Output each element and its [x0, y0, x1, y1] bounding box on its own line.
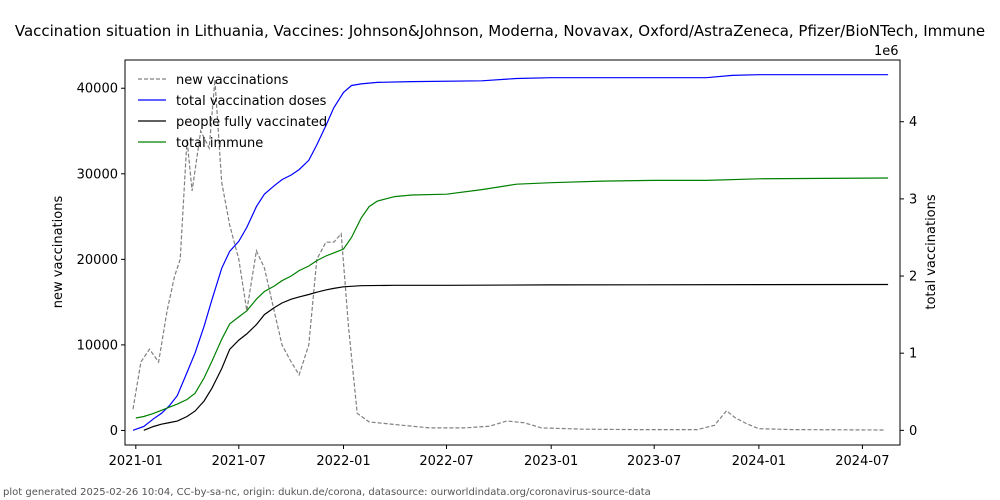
legend-label: people fully vaccinated: [176, 115, 327, 130]
y-left-tick-label: 20000: [77, 253, 118, 268]
legend: new vaccinations total vaccination doses p…: [138, 73, 327, 151]
y-left-axis-label: new vaccinations: [51, 196, 66, 309]
y-right-tick-label: 3: [909, 192, 917, 207]
y-right-offset-label: 1e6: [874, 44, 899, 59]
x-tick-label: 2022-07: [419, 454, 473, 469]
y-left-tick-label: 0: [110, 424, 118, 439]
x-tick-label: 2023-07: [627, 454, 681, 469]
series-line-total-vaccination-doses: [132, 74, 889, 431]
legend-label: new vaccinations: [176, 73, 289, 88]
y-right-axis-label: total vaccinations: [924, 194, 939, 310]
y-right-tick-label: 1: [909, 347, 917, 362]
x-tick-label: 2021-01: [109, 454, 163, 469]
x-tick-label: 2024-01: [732, 454, 786, 469]
y-left-tick-label: 30000: [77, 167, 118, 182]
footer-credits: plot generated 2025-02-26 10:04, CC-by-s…: [3, 487, 651, 498]
series-layer: [132, 74, 889, 431]
y-right-tick-label: 2: [909, 270, 917, 285]
legend-label: total vaccination doses: [176, 94, 327, 109]
chart-title: Vaccination situation in Lithuania, Vacc…: [15, 22, 985, 40]
axes-layer: 2021-01 2021-07 2022-01 2022-07 2023-01 2023-…: [77, 82, 918, 469]
y-left-tick-label: 10000: [77, 338, 118, 353]
y-left-tick-label: 40000: [77, 82, 118, 97]
series-line-new-vaccinations: [132, 79, 886, 431]
x-tick-label: 2021-07: [212, 454, 266, 469]
plot-frame: [124, 59, 901, 446]
legend-label: total immune: [176, 136, 263, 151]
series-line-total-immune: [135, 177, 889, 419]
y-right-tick-label: 0: [909, 424, 917, 439]
x-tick-label: 2024-07: [835, 454, 889, 469]
series-line-people-fully-vaccinated: [143, 283, 889, 431]
x-tick-label: 2022-01: [316, 454, 370, 469]
y-right-tick-label: 4: [909, 115, 917, 130]
x-tick-label: 2023-01: [524, 454, 578, 469]
